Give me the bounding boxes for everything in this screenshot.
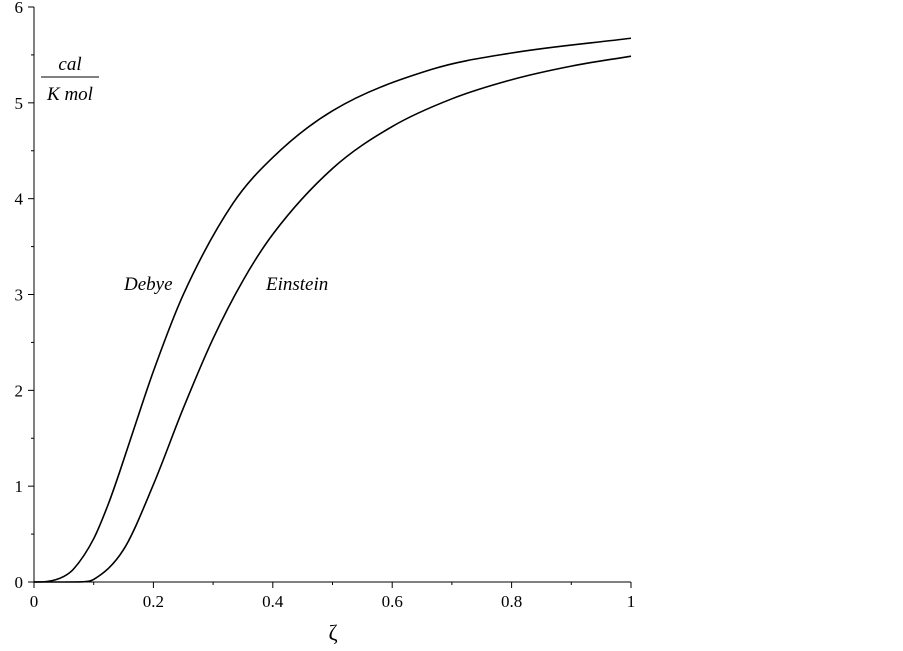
series-label-einstein: Einstein (265, 274, 328, 295)
curves (33, 37, 632, 583)
y-tick-label: 6 (15, 0, 24, 17)
series-line-einstein (33, 55, 632, 583)
y-tick-label: 1 (15, 477, 24, 496)
y-tick-label: 0 (15, 573, 24, 592)
y-tick-label: 2 (15, 381, 24, 400)
x-tick-label: 0.8 (501, 592, 522, 611)
x-tick-label: 0.6 (382, 592, 403, 611)
x-tick-label: 1 (627, 592, 636, 611)
y-tick-label: 4 (15, 190, 24, 209)
axes: 0 0.2 0.4 0.6 0.8 1 0 1 2 3 4 5 6 (15, 0, 636, 611)
x-axis-label: ζ (328, 620, 337, 645)
y-axis-label-denominator: K mol (46, 84, 93, 105)
series-line-debye (33, 37, 632, 583)
x-tick-label: 0.2 (143, 592, 164, 611)
x-tick-label: 0.4 (262, 592, 284, 611)
y-tick-label: 3 (15, 286, 24, 305)
x-tick-label: 0 (30, 592, 39, 611)
y-axis-label-numerator: cal (58, 54, 81, 75)
y-tick-label: 5 (15, 94, 24, 113)
series-label-debye: Debye (123, 274, 173, 295)
